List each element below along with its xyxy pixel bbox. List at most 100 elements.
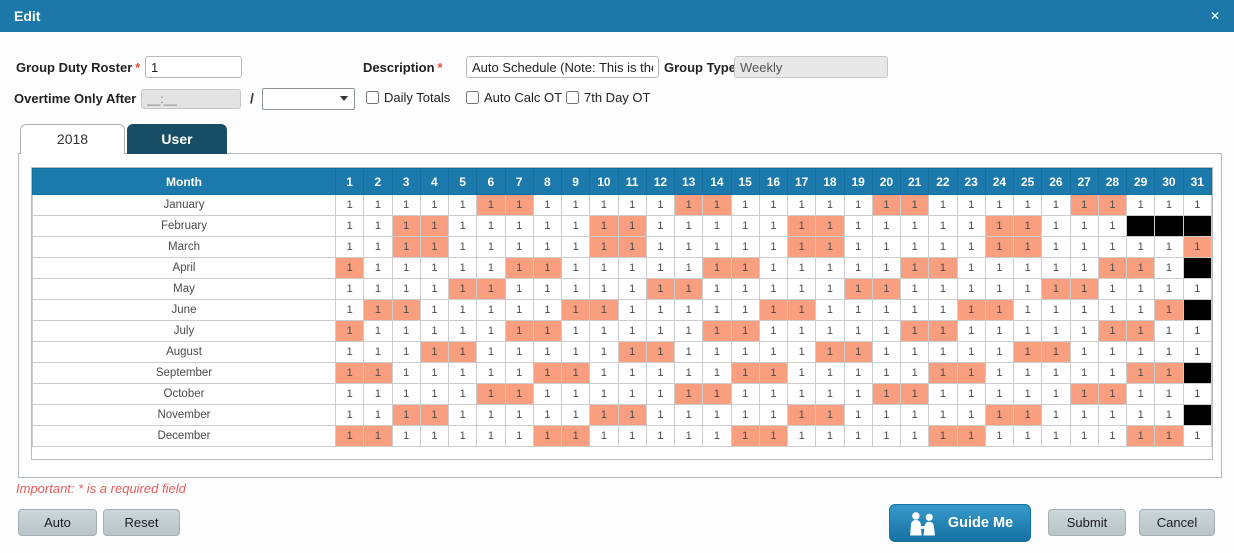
day-cell[interactable]: 1 [617, 425, 647, 447]
day-cell[interactable]: 1 [391, 236, 421, 258]
day-cell[interactable]: 1 [843, 278, 873, 300]
day-cell[interactable]: 1 [702, 215, 732, 237]
day-cell[interactable]: 1 [645, 194, 676, 216]
day-cell[interactable]: 1 [1097, 341, 1128, 363]
auto-button[interactable]: Auto [18, 509, 97, 536]
day-cell[interactable]: 1 [645, 341, 676, 363]
day-cell[interactable]: 1 [1154, 362, 1184, 384]
day-cell[interactable]: 1 [899, 341, 930, 363]
day-cell[interactable]: 1 [899, 236, 930, 258]
day-cell[interactable]: 1 [730, 299, 760, 321]
day-cell[interactable]: 1 [1182, 194, 1212, 216]
day-cell[interactable]: 1 [1041, 257, 1071, 279]
day-cell[interactable]: 1 [1069, 278, 1099, 300]
day-cell[interactable]: 1 [984, 236, 1015, 258]
day-cell[interactable]: 1 [843, 383, 873, 405]
day-cell[interactable]: 1 [447, 257, 478, 279]
day-cell[interactable]: 1 [560, 341, 591, 363]
day-cell[interactable]: 1 [363, 383, 393, 405]
day-cell[interactable]: 1 [815, 299, 845, 321]
day-cell[interactable]: 1 [1041, 341, 1071, 363]
day-cell[interactable]: 1 [956, 257, 986, 279]
day-cell[interactable]: 1 [871, 383, 902, 405]
day-cell[interactable]: 1 [1125, 362, 1156, 384]
day-cell[interactable]: 1 [589, 404, 619, 426]
day-cell[interactable]: 1 [447, 362, 478, 384]
day-cell[interactable]: 1 [673, 299, 704, 321]
daily-totals-checkbox[interactable]: Daily Totals [366, 90, 450, 105]
day-cell[interactable]: 1 [673, 236, 704, 258]
day-cell[interactable]: 1 [1125, 341, 1156, 363]
day-cell[interactable]: 1 [532, 236, 563, 258]
day-cell[interactable]: 1 [843, 194, 873, 216]
day-cell[interactable]: 1 [899, 383, 930, 405]
day-cell[interactable]: 1 [956, 383, 986, 405]
day-cell[interactable]: 1 [1182, 320, 1212, 342]
day-cell[interactable]: 1 [363, 194, 393, 216]
day-cell[interactable]: 1 [391, 362, 421, 384]
day-cell[interactable]: 1 [1182, 236, 1212, 258]
day-cell[interactable]: 1 [645, 278, 676, 300]
day-cell[interactable]: 1 [928, 194, 958, 216]
day-cell[interactable]: 1 [1069, 362, 1099, 384]
day-cell[interactable]: 1 [419, 404, 450, 426]
day-cell[interactable]: 1 [1041, 278, 1071, 300]
day-cell[interactable]: 1 [476, 236, 506, 258]
day-cell[interactable]: 1 [363, 299, 393, 321]
day-cell[interactable]: 1 [447, 278, 478, 300]
day-cell[interactable]: 1 [928, 320, 958, 342]
day-cell[interactable]: 1 [589, 362, 619, 384]
day-cell[interactable]: 1 [447, 383, 478, 405]
day-cell[interactable]: 1 [984, 404, 1015, 426]
auto-calc-ot-checkbox[interactable]: Auto Calc OT [466, 90, 562, 105]
day-cell[interactable]: 1 [702, 194, 732, 216]
tab-user[interactable]: User [127, 124, 227, 154]
day-cell[interactable]: 1 [984, 299, 1015, 321]
day-cell[interactable]: 1 [617, 194, 647, 216]
day-cell[interactable]: 1 [815, 404, 845, 426]
day-cell[interactable]: 1 [1097, 362, 1128, 384]
day-cell[interactable]: 1 [504, 194, 534, 216]
day-cell[interactable]: 1 [702, 236, 732, 258]
day-cell[interactable]: 1 [532, 194, 563, 216]
day-cell[interactable]: 1 [334, 362, 365, 384]
day-cell[interactable]: 1 [334, 194, 365, 216]
day-cell[interactable]: 1 [589, 236, 619, 258]
day-cell[interactable]: 1 [673, 383, 704, 405]
day-cell[interactable]: 1 [1069, 320, 1099, 342]
day-cell[interactable]: 1 [419, 362, 450, 384]
day-cell[interactable]: 1 [447, 320, 478, 342]
day-cell[interactable]: 1 [899, 404, 930, 426]
day-cell[interactable]: 1 [334, 299, 365, 321]
day-cell[interactable]: 1 [334, 257, 365, 279]
day-cell[interactable]: 1 [758, 257, 789, 279]
day-cell[interactable]: 1 [1069, 299, 1099, 321]
day-cell[interactable]: 1 [504, 299, 534, 321]
day-cell[interactable]: 1 [560, 257, 591, 279]
day-cell[interactable]: 1 [956, 320, 986, 342]
day-cell[interactable]: 1 [1069, 383, 1099, 405]
day-cell[interactable]: 1 [447, 236, 478, 258]
day-cell[interactable]: 1 [730, 383, 760, 405]
day-cell[interactable]: 1 [1097, 257, 1128, 279]
day-cell[interactable]: 1 [419, 215, 450, 237]
day-cell[interactable]: 1 [419, 278, 450, 300]
day-cell[interactable]: 1 [419, 425, 450, 447]
day-cell[interactable]: 1 [871, 320, 902, 342]
day-cell[interactable]: 1 [673, 215, 704, 237]
day-cell[interactable]: 1 [730, 341, 760, 363]
day-cell[interactable]: 1 [560, 425, 591, 447]
day-cell[interactable]: 1 [843, 341, 873, 363]
day-cell[interactable]: 1 [928, 383, 958, 405]
day-cell[interactable]: 1 [504, 236, 534, 258]
day-cell[interactable]: 1 [391, 404, 421, 426]
day-cell[interactable]: 1 [363, 236, 393, 258]
day-cell[interactable]: 1 [1041, 404, 1071, 426]
day-cell[interactable]: 1 [758, 383, 789, 405]
day-cell[interactable]: 1 [702, 320, 732, 342]
day-cell[interactable]: 1 [1041, 320, 1071, 342]
day-cell[interactable]: 1 [532, 278, 563, 300]
day-cell[interactable]: 1 [560, 215, 591, 237]
day-cell[interactable]: 1 [928, 278, 958, 300]
day-cell[interactable]: 1 [363, 404, 393, 426]
